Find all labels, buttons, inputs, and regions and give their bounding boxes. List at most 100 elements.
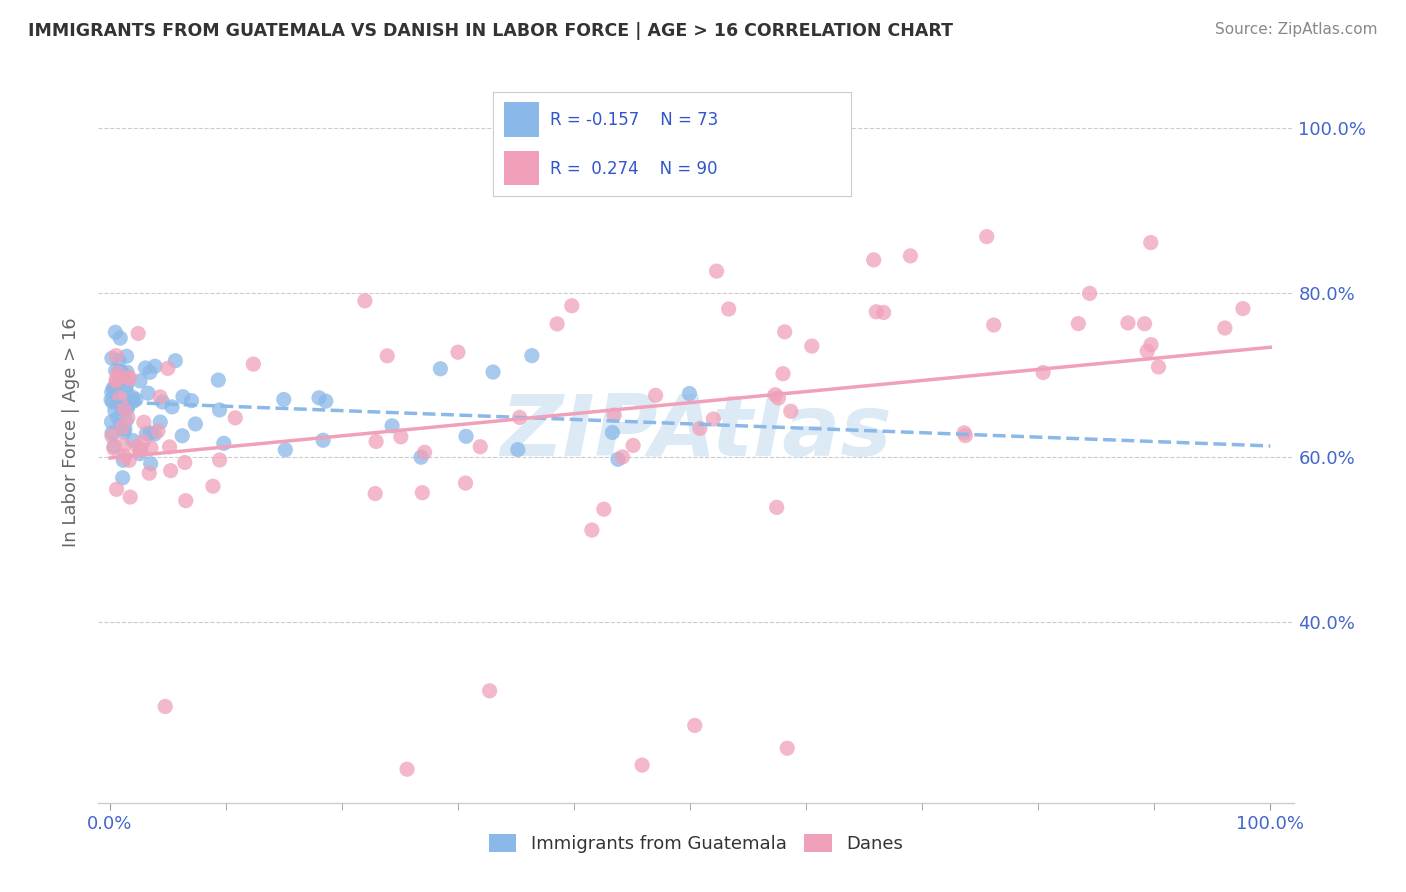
- Point: [104, 403, 127, 417]
- Y-axis label: In Labor Force | Age > 16: In Labor Force | Age > 16: [62, 318, 80, 548]
- Point: [101, 395, 124, 409]
- Point: [900, 249, 922, 263]
- Point: [1032, 366, 1054, 380]
- Point: [115, 414, 138, 428]
- Point: [212, 436, 235, 450]
- Point: [128, 447, 150, 461]
- Point: [768, 391, 790, 405]
- Point: [105, 372, 128, 386]
- Point: [273, 392, 295, 407]
- Point: [108, 391, 131, 405]
- Point: [118, 370, 141, 384]
- Point: [120, 490, 142, 504]
- Point: [159, 440, 181, 454]
- Point: [776, 741, 799, 756]
- Point: [105, 483, 128, 497]
- Point: [165, 353, 187, 368]
- Point: [621, 438, 644, 452]
- Point: [115, 382, 138, 396]
- Point: [872, 305, 894, 319]
- Point: [242, 357, 264, 371]
- Point: [702, 412, 724, 426]
- Text: IMMIGRANTS FROM GUATEMALA VS DANISH IN LABOR FORCE | AGE > 16 CORRELATION CHART: IMMIGRANTS FROM GUATEMALA VS DANISH IN L…: [28, 22, 953, 40]
- Point: [411, 485, 433, 500]
- Point: [101, 351, 124, 366]
- Point: [152, 395, 174, 409]
- Point: [110, 418, 132, 433]
- Point: [108, 372, 131, 386]
- Point: [125, 392, 148, 407]
- Point: [1078, 286, 1101, 301]
- Point: [717, 301, 740, 316]
- Point: [136, 386, 159, 401]
- Text: Source: ZipAtlas.com: Source: ZipAtlas.com: [1215, 22, 1378, 37]
- Point: [389, 430, 412, 444]
- Point: [114, 422, 136, 436]
- Point: [104, 325, 127, 339]
- Point: [115, 349, 138, 363]
- Point: [184, 417, 207, 431]
- Point: [100, 385, 122, 400]
- Point: [127, 440, 149, 454]
- Point: [129, 442, 152, 457]
- Point: [689, 421, 711, 435]
- Point: [105, 349, 128, 363]
- Point: [678, 386, 700, 401]
- Point: [546, 317, 568, 331]
- Point: [413, 445, 436, 459]
- Point: [143, 427, 166, 442]
- Point: [173, 456, 195, 470]
- Point: [155, 699, 177, 714]
- Point: [482, 365, 505, 379]
- Point: [118, 371, 141, 385]
- Point: [100, 415, 122, 429]
- Point: [772, 367, 794, 381]
- Point: [139, 365, 162, 379]
- Point: [118, 453, 141, 467]
- Point: [953, 425, 976, 440]
- Point: [1140, 337, 1163, 351]
- Point: [612, 450, 634, 464]
- Point: [139, 441, 162, 455]
- Point: [602, 425, 624, 440]
- Point: [381, 418, 404, 433]
- Point: [354, 293, 377, 308]
- Point: [773, 325, 796, 339]
- Point: [149, 415, 172, 429]
- Point: [117, 410, 139, 425]
- Point: [592, 502, 614, 516]
- Point: [976, 229, 998, 244]
- Point: [121, 390, 143, 404]
- Point: [429, 361, 451, 376]
- Point: [631, 758, 654, 772]
- Point: [110, 364, 132, 378]
- Point: [122, 434, 145, 448]
- Point: [156, 361, 179, 376]
- Point: [104, 364, 127, 378]
- Point: [308, 391, 330, 405]
- Point: [1139, 235, 1161, 250]
- Point: [115, 365, 138, 379]
- Point: [447, 345, 470, 359]
- Point: [122, 394, 145, 409]
- Point: [105, 374, 128, 388]
- Point: [174, 493, 197, 508]
- Point: [207, 373, 229, 387]
- Point: [108, 331, 131, 345]
- Point: [112, 367, 135, 381]
- Point: [396, 762, 419, 776]
- Point: [129, 374, 152, 388]
- Point: [779, 404, 801, 418]
- Point: [112, 401, 135, 415]
- Point: [132, 415, 155, 429]
- Point: [409, 450, 432, 465]
- Point: [103, 381, 125, 395]
- Point: [138, 466, 160, 480]
- Point: [1067, 317, 1090, 331]
- Point: [100, 392, 122, 407]
- Point: [312, 434, 335, 448]
- Point: [644, 388, 666, 402]
- Point: [366, 434, 388, 449]
- Point: [274, 442, 297, 457]
- Point: [763, 388, 786, 402]
